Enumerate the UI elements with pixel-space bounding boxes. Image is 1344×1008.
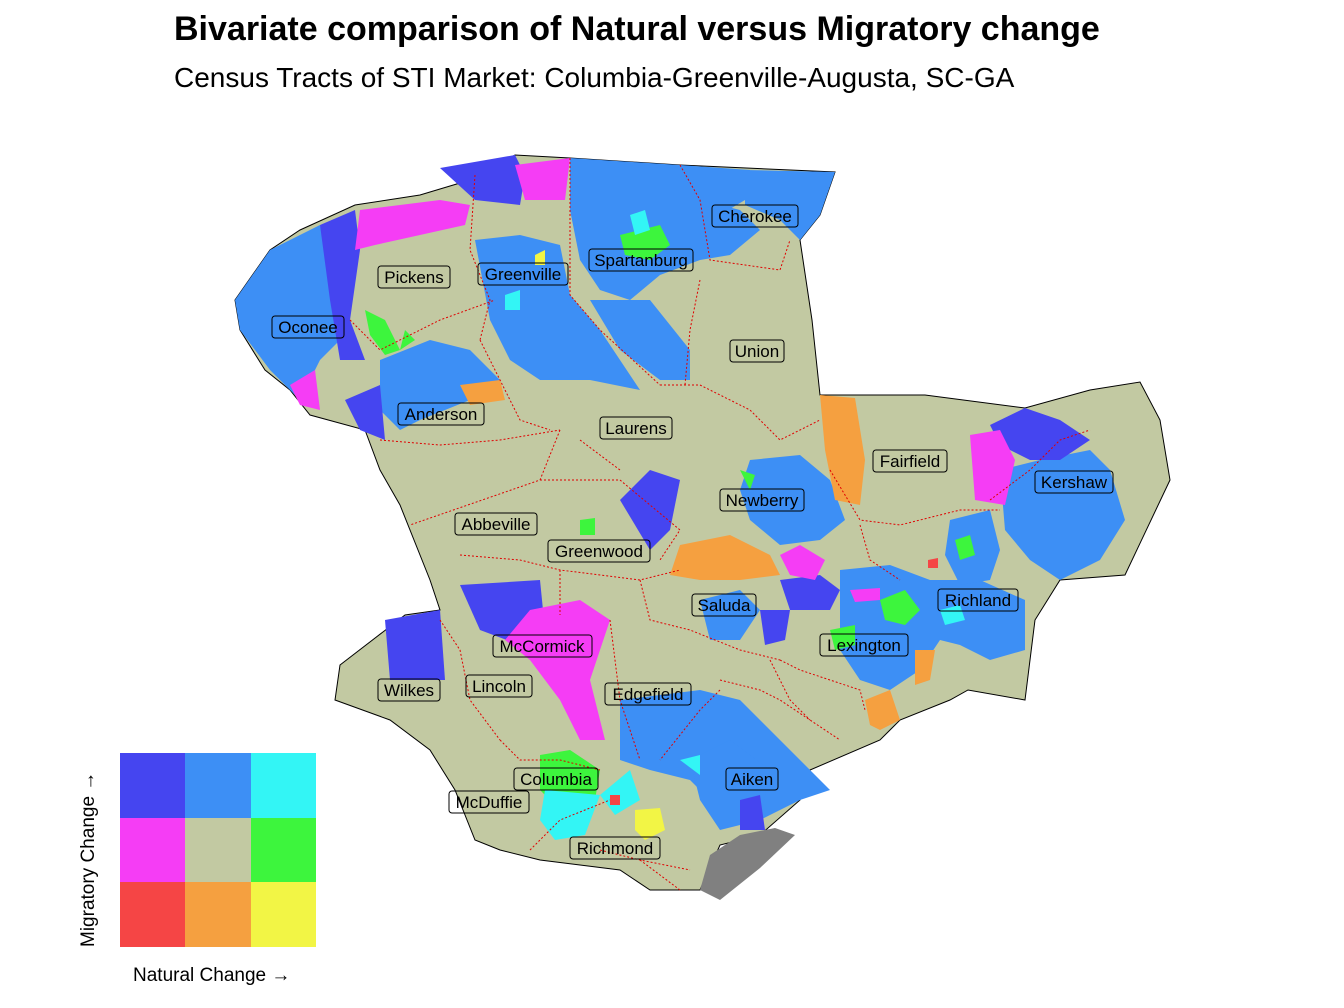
county-label-newberry: Newberry — [719, 488, 805, 512]
tract-group-red — [610, 558, 938, 805]
legend-cell-mid-mig-mid-nat — [185, 817, 251, 883]
county-label-spartanburg: Spartanburg — [588, 248, 694, 272]
svg-text:Lincoln: Lincoln — [472, 677, 526, 696]
county-label-greenwood: Greenwood — [547, 539, 651, 563]
svg-text:Richland: Richland — [945, 591, 1011, 610]
county-borders — [349, 158, 1091, 891]
legend-cell-high-mig-high-nat — [250, 753, 316, 818]
map-subtitle: Census Tracts of STI Market: Columbia-Gr… — [174, 62, 1015, 93]
county-label-laurens: Laurens — [599, 416, 673, 440]
svg-text:Kershaw: Kershaw — [1041, 473, 1108, 492]
legend-cell-high-mig-low-nat — [120, 753, 186, 818]
county-label-lincoln: Lincoln — [465, 674, 533, 698]
county-labels: Cherokee Spartanburg Greenville Pickens … — [271, 204, 1114, 860]
county-label-wilkes: Wilkes — [377, 678, 441, 702]
tract-group-orange — [460, 380, 935, 730]
tract-group-yellow — [535, 250, 665, 840]
svg-text:Wilkes: Wilkes — [384, 681, 434, 700]
legend-cell-low-mig-mid-nat — [185, 882, 251, 947]
svg-text:McDuffie: McDuffie — [456, 793, 523, 812]
svg-text:Laurens: Laurens — [605, 419, 666, 438]
tract-group-purple — [320, 155, 1090, 830]
county-label-fairfield: Fairfield — [872, 449, 948, 473]
svg-text:Edgefield: Edgefield — [613, 685, 684, 704]
svg-text:Spartanburg: Spartanburg — [594, 251, 688, 270]
county-label-greenville: Greenville — [477, 262, 569, 286]
svg-text:McCormick: McCormick — [500, 637, 585, 656]
svg-text:Cherokee: Cherokee — [718, 207, 792, 226]
legend-cell-mid-mig-low-nat — [120, 817, 186, 883]
county-label-oconee: Oconee — [271, 315, 345, 339]
svg-text:Richmond: Richmond — [577, 839, 654, 858]
county-label-kershaw: Kershaw — [1034, 470, 1114, 494]
svg-text:Saluda: Saluda — [698, 596, 751, 615]
county-label-lexington: Lexington — [819, 633, 909, 657]
county-label-anderson: Anderson — [397, 402, 485, 426]
svg-text:Greenville: Greenville — [485, 265, 562, 284]
county-label-aiken: Aiken — [725, 767, 779, 791]
county-label-mcduffie: McDuffie — [448, 790, 530, 814]
county-label-richland: Richland — [937, 588, 1019, 612]
legend-x-axis-label: Natural Change → — [133, 965, 291, 986]
svg-text:Oconee: Oconee — [278, 318, 338, 337]
legend-cell-low-mig-high-nat — [250, 882, 316, 947]
legend-y-axis-label: Migratory Change → — [78, 771, 99, 947]
svg-text:Abbeville: Abbeville — [462, 515, 531, 534]
legend-cell-high-mig-mid-nat — [185, 753, 251, 818]
bivariate-legend — [120, 753, 316, 947]
svg-text:Fairfield: Fairfield — [880, 452, 940, 471]
county-label-edgefield: Edgefield — [604, 682, 692, 706]
county-label-pickens: Pickens — [377, 265, 451, 289]
svg-text:Columbia: Columbia — [520, 770, 592, 789]
svg-text:Newberry: Newberry — [726, 491, 799, 510]
svg-text:Lexington: Lexington — [827, 636, 901, 655]
svg-text:Anderson: Anderson — [405, 405, 478, 424]
svg-text:Pickens: Pickens — [384, 268, 444, 287]
county-label-union: Union — [729, 339, 785, 363]
county-label-richmond: Richmond — [569, 836, 661, 860]
legend-cell-low-mig-low-nat — [120, 882, 186, 947]
county-label-cherokee: Cherokee — [711, 204, 799, 228]
county-label-abbeville: Abbeville — [454, 512, 538, 536]
county-label-saluda: Saluda — [691, 593, 757, 617]
county-label-mccormick: McCormick — [492, 634, 593, 658]
map-title: Bivariate comparison of Natural versus M… — [174, 10, 1100, 48]
svg-text:Aiken: Aiken — [731, 770, 774, 789]
svg-text:Greenwood: Greenwood — [555, 542, 643, 561]
svg-text:Union: Union — [735, 342, 779, 361]
legend-cell-mid-mig-high-nat — [250, 817, 316, 883]
missing-data-tract — [700, 828, 795, 900]
county-label-columbia: Columbia — [513, 767, 599, 791]
